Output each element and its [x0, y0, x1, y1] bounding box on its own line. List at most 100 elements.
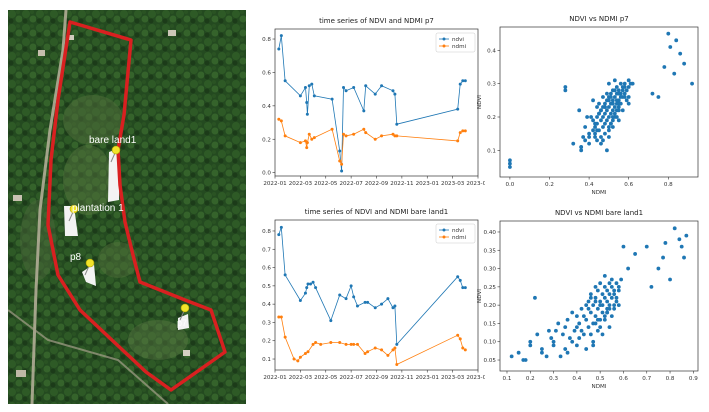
scatter-point	[622, 95, 627, 99]
scatter-point	[602, 317, 607, 322]
legend-label-ndvi: ndvi	[452, 37, 464, 43]
y-tick-label: 0.30	[484, 267, 497, 273]
data-point-ndvi	[352, 85, 356, 89]
scatter-point	[621, 244, 626, 249]
x-tick-label: 2022-03	[289, 181, 313, 187]
y-tick-label: 0.35	[484, 248, 497, 254]
scatter-point	[662, 65, 667, 69]
scatter-point	[610, 118, 615, 123]
scatter-point	[607, 325, 612, 329]
scatter-point	[650, 91, 655, 96]
data-point-ndmi	[352, 132, 356, 136]
scatter-point	[591, 128, 595, 133]
legend-box	[435, 32, 476, 53]
scatter-point	[607, 98, 611, 103]
y-tick-label: 0.4	[262, 104, 271, 110]
scatter-point	[607, 128, 611, 133]
scatter-point	[616, 284, 621, 289]
data-point-ndvi	[344, 297, 348, 301]
scatter-point	[523, 358, 528, 362]
scatter-point	[690, 81, 694, 86]
scatter-point	[603, 121, 607, 126]
x-tick-label: 2022-11	[390, 375, 414, 381]
scatter-point	[595, 115, 599, 119]
scatter-point	[595, 288, 600, 293]
data-point-ndvi	[380, 302, 384, 306]
scatter-point	[600, 292, 605, 297]
data-point-ndvi	[373, 306, 377, 310]
series-line-ndvi	[278, 227, 466, 346]
scatter-point	[618, 95, 623, 99]
data-point-ndmi	[344, 342, 348, 346]
y-tick-label: 0.25	[484, 285, 497, 291]
y-tick-label: 0.2	[487, 115, 496, 121]
chart-scatter-p7: NDVI vs NDMI p7 0.1 0.2 0.3 0.4 0.0 0.2 0.4 0.6 0…	[470, 12, 705, 197]
scatter-point	[626, 101, 631, 106]
legend-label-ndmi: ndmi	[452, 235, 467, 241]
scatter-point	[678, 51, 683, 56]
data-point-ndvi	[373, 92, 377, 96]
scatter-point	[612, 105, 617, 109]
scatter-point	[577, 108, 582, 113]
scatter-point	[591, 343, 596, 348]
y-tick-label: 0.1	[487, 148, 496, 154]
scatter-point	[587, 131, 591, 136]
data-point-ndmi	[279, 119, 283, 123]
data-point-ndvi	[364, 84, 368, 88]
scatter-point	[587, 141, 591, 146]
scatter-point	[563, 325, 568, 329]
data-point-ndvi	[386, 297, 390, 301]
scatter-point	[601, 138, 605, 143]
scatter-point	[572, 328, 577, 333]
scatter-point	[593, 321, 598, 326]
scatter-point	[622, 81, 627, 86]
data-point-ndvi	[338, 149, 342, 153]
scatter-point	[554, 328, 558, 333]
satellite-map-image: bare land1 plantation 1 p8 p7	[7, 9, 246, 405]
x-tick-label: 2022-01	[263, 375, 287, 381]
scatter-point	[577, 321, 582, 326]
data-point-ndmi	[344, 134, 348, 138]
scatter-point	[626, 78, 631, 83]
legend-marker-ndvi	[442, 37, 446, 41]
y-tick-label: 0.15	[484, 321, 497, 327]
scatter-point	[661, 255, 665, 260]
chart-timeseries-bare-land1-svg: time series of NDVI and NDMI bare land1 0…	[262, 208, 485, 381]
data-point-ndmi	[362, 127, 366, 131]
y-tick-label: 0.4	[262, 302, 271, 308]
data-point-ndmi	[312, 136, 316, 140]
scatter-point	[547, 328, 551, 333]
x-tick-label: 0.2	[526, 376, 535, 382]
data-point-ndmi	[364, 131, 368, 135]
scatter-point	[630, 81, 635, 86]
scatter-point	[599, 141, 603, 146]
data-point-ndvi	[362, 109, 366, 113]
data-point-ndmi	[283, 134, 287, 138]
scatter-point	[607, 292, 612, 297]
y-axis-label: NDVI	[477, 95, 483, 109]
scatter-point	[595, 306, 600, 311]
scatter-point	[608, 95, 613, 99]
x-tick-label: 2023-03	[441, 375, 465, 381]
scatter-point	[607, 125, 611, 129]
scatter-point	[602, 284, 607, 289]
scatter-point	[616, 88, 621, 93]
y-tick-label: 0.0	[262, 171, 271, 177]
scatter-point	[585, 115, 590, 119]
data-point-ndmi	[349, 342, 353, 346]
data-point-ndmi	[463, 348, 467, 352]
scatter-point	[593, 135, 597, 139]
scatter-point	[677, 237, 682, 242]
scatter-point	[612, 292, 617, 297]
data-point-ndvi	[395, 342, 399, 346]
scatter-point	[616, 101, 621, 106]
data-point-ndmi	[366, 350, 370, 354]
scatter-point	[593, 295, 598, 300]
scatter-point	[540, 347, 544, 351]
scatter-point	[608, 121, 613, 126]
y-tick-label: 0.8	[262, 37, 271, 43]
y-tick-label: 0.3	[262, 320, 271, 326]
scatter-point	[668, 277, 672, 282]
scatter-point	[583, 138, 588, 143]
legend-label-ndmi: ndmi	[452, 44, 467, 50]
